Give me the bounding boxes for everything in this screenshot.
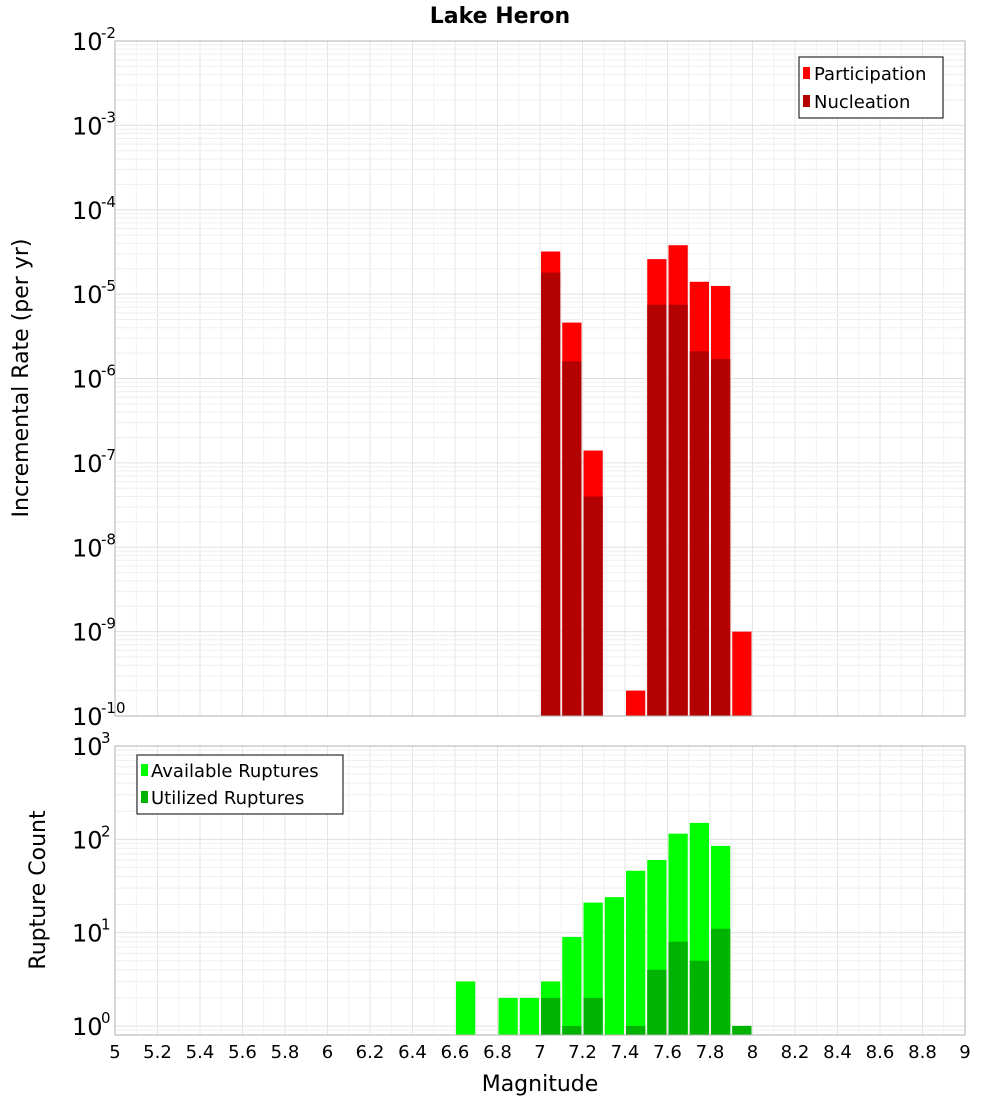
x-tick-label: 8.6 (866, 1042, 895, 1063)
bottom-y-tick-exponent: 0 (101, 1009, 111, 1027)
chart-title: Lake Heron (430, 4, 570, 29)
bottom-y-tick-base: 10 (72, 1013, 103, 1041)
top-y-tick-exponent: -2 (101, 24, 116, 42)
top-legend: Participation Nucleation (798, 56, 944, 119)
top-y-tick-exponent: -4 (101, 193, 116, 211)
x-tick-label: 7.8 (696, 1042, 725, 1063)
x-tick-label: 6.4 (398, 1042, 427, 1063)
bottom-bar-utilized-ruptures (689, 960, 709, 1035)
x-tick-label: 7.6 (653, 1042, 682, 1063)
x-axis-label: Magnitude (482, 1072, 599, 1097)
top-y-tick-exponent: -7 (101, 446, 116, 464)
bottom-bar-available-ruptures (562, 936, 582, 1035)
bottom-bar-utilized-ruptures (583, 997, 603, 1035)
bottom-legend-box (136, 754, 344, 815)
top-bar-nucleation (562, 361, 582, 716)
x-tick-label: 5.8 (271, 1042, 300, 1063)
x-tick-label: 5.4 (186, 1042, 215, 1063)
bottom-bar-utilized-ruptures (668, 941, 688, 1035)
bottom-bar-available-ruptures (456, 981, 476, 1035)
x-tick-labels: 5 5.2 5.4 5.6 5.8 6 6.2 6.4 6.6 6.8 7 7.2 7.4 7.6 7.8 8… (109, 1042, 970, 1063)
x-tick-label: 8.4 (823, 1042, 852, 1063)
top-bar-nucleation (668, 304, 688, 716)
top-y-tick-base: 10 (72, 366, 103, 394)
bottom-bar-available-ruptures (498, 997, 518, 1035)
top-y-tick-exponent: -8 (101, 530, 116, 548)
top-y-tick-exponent: -10 (101, 699, 126, 717)
bottom-y-tick-exponent: 3 (101, 729, 111, 747)
top-bar-participation (626, 690, 646, 716)
x-tick-label: 5 (109, 1042, 120, 1063)
bottom-y-tick-base: 10 (72, 920, 103, 948)
top-bar-nucleation (541, 272, 561, 716)
top-y-tick-base: 10 (72, 450, 103, 478)
top-bar-participation (732, 631, 752, 716)
x-tick-label: 8.2 (781, 1042, 810, 1063)
top-y-tick-exponent: -3 (101, 108, 116, 126)
legend-participation-swatch (803, 67, 810, 79)
x-tick-label: 7.4 (611, 1042, 640, 1063)
top-y-tick-base: 10 (72, 703, 103, 731)
bottom-bar-utilized-ruptures (562, 1025, 582, 1035)
top-bar-nucleation (711, 359, 731, 716)
bottom-y-tick-base: 10 (72, 826, 103, 854)
bottom-bar-available-ruptures (626, 870, 646, 1035)
x-tick-label: 6.2 (356, 1042, 385, 1063)
legend-participation-label: Participation (814, 64, 926, 85)
legend-utilized-ruptures-label: Utilized Ruptures (151, 788, 304, 809)
top-bar-nucleation (689, 351, 709, 716)
top-y-tick-base: 10 (72, 197, 103, 225)
legend-available-ruptures-swatch (141, 764, 148, 776)
top-y-tick-exponent: -9 (101, 615, 116, 633)
x-tick-label: 6.8 (483, 1042, 512, 1063)
top-bars (541, 245, 752, 717)
bottom-bar-available-ruptures (519, 997, 539, 1035)
bottom-y-tick-exponent: 2 (101, 822, 111, 840)
top-y-axis-label: Incremental Rate (per yr) (9, 239, 34, 518)
bottom-bars (456, 822, 752, 1035)
top-y-tick-base: 10 (72, 112, 103, 140)
bottom-legend: Available Ruptures Utilized Ruptures (136, 754, 344, 815)
x-tick-label: 9 (959, 1042, 970, 1063)
bottom-y-tick-exponent: 1 (101, 916, 111, 934)
x-tick-label: 7 (534, 1042, 545, 1063)
top-y-tick-base: 10 (72, 28, 103, 56)
x-tick-label: 5.2 (143, 1042, 172, 1063)
top-y-tick-exponent: -6 (101, 362, 116, 380)
bottom-y-tick-base: 10 (72, 733, 103, 761)
top-y-tick-exponent: -5 (101, 277, 116, 295)
top-bar-nucleation (647, 304, 667, 716)
x-tick-label: 7.2 (568, 1042, 597, 1063)
x-tick-label: 8.8 (908, 1042, 937, 1063)
legend-nucleation-swatch (803, 95, 810, 107)
legend-utilized-ruptures-swatch (141, 791, 148, 803)
top-y-tick-base: 10 (72, 619, 103, 647)
x-tick-label: 5.6 (228, 1042, 257, 1063)
top-bar-nucleation (583, 496, 603, 716)
bottom-y-axis-label: Rupture Count (26, 810, 51, 970)
legend-available-ruptures-label: Available Ruptures (151, 761, 319, 782)
top-legend-box (798, 56, 944, 119)
x-tick-label: 8 (747, 1042, 758, 1063)
legend-nucleation-label: Nucleation (814, 92, 910, 113)
top-plot-border (114, 40, 966, 717)
bottom-bar-utilized-ruptures (711, 928, 731, 1035)
bottom-bar-utilized-ruptures (647, 969, 667, 1035)
top-y-tick-base: 10 (72, 534, 103, 562)
bottom-plot-border (114, 745, 966, 1036)
bottom-bar-utilized-ruptures (541, 997, 561, 1035)
x-tick-label: 6 (322, 1042, 333, 1063)
top-y-tick-base: 10 (72, 281, 103, 309)
bottom-bar-utilized-ruptures (732, 1025, 752, 1035)
bottom-bar-utilized-ruptures (626, 1025, 646, 1035)
top-gridlines (114, 41, 966, 717)
x-tick-label: 6.6 (441, 1042, 470, 1063)
bottom-bar-available-ruptures (604, 897, 624, 1035)
